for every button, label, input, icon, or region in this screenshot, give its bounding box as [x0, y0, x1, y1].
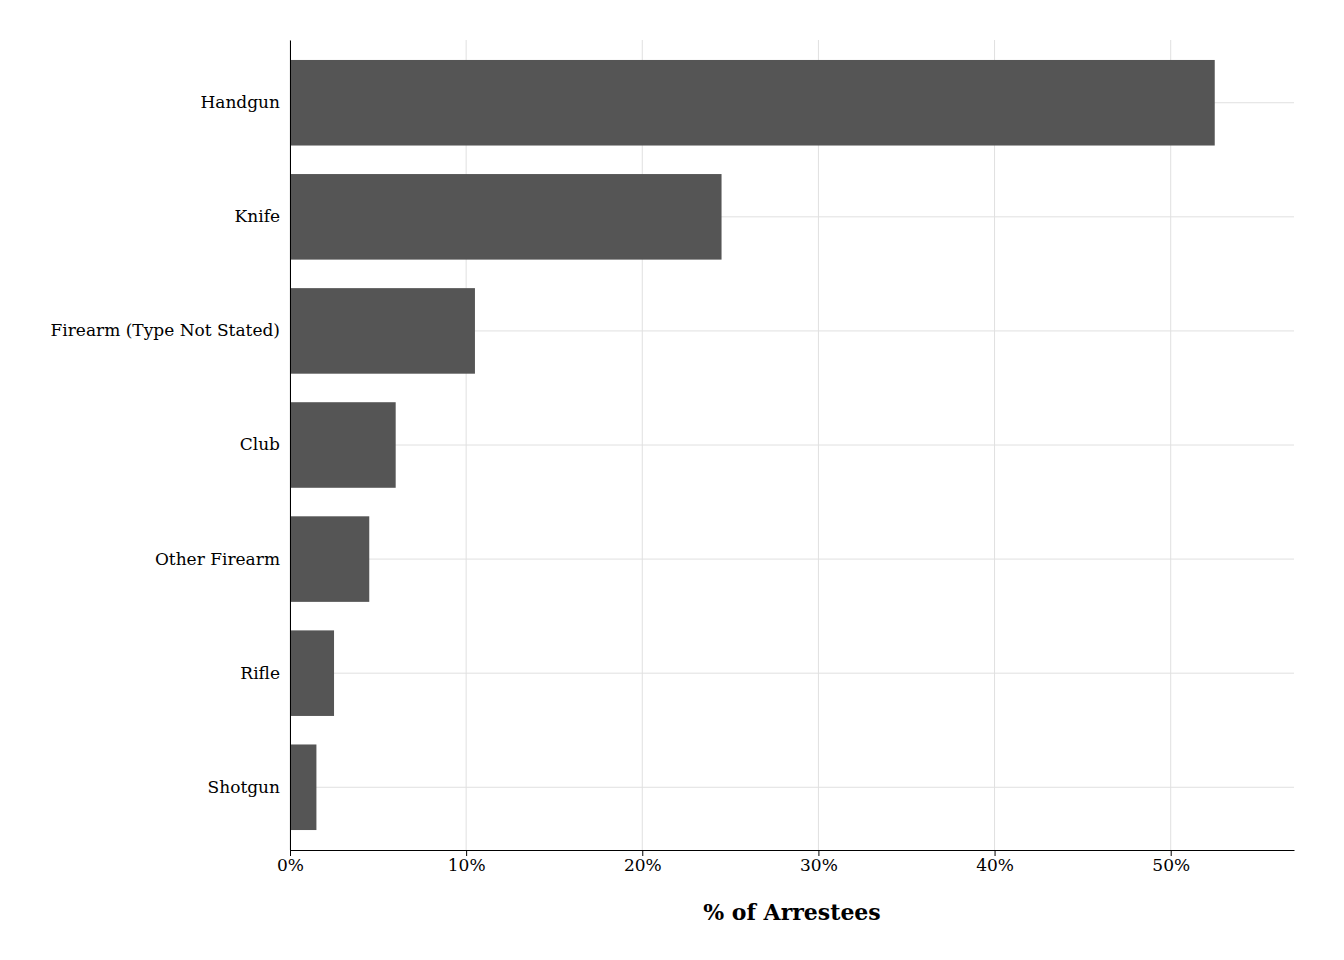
tick-label: Knife [235, 206, 280, 226]
tick: 40% [976, 850, 1014, 875]
chart: 0% 10% 20% 30% 40% 50% Handgun Knife Firearm (Ty… [0, 0, 1344, 960]
tick-label: Firearm (Type Not Stated) [51, 320, 281, 340]
tick: 20% [624, 850, 662, 875]
tick-label: Shotgun [208, 777, 280, 797]
bars [290, 60, 1215, 830]
x-axis-title: % of Arrestees [703, 899, 881, 925]
tick: Knife [235, 206, 290, 226]
tick-label: Club [240, 434, 280, 454]
bar [290, 174, 722, 260]
axis-line [290, 41, 291, 851]
bar [290, 288, 475, 374]
tick-label: Rifle [240, 663, 280, 683]
y-axis: Handgun Knife Firearm (Type Not Stated) Clu… [51, 41, 291, 851]
tick-label: 40% [976, 855, 1014, 875]
tick: Handgun [200, 92, 290, 112]
plot: 0% 10% 20% 30% 40% 50% Handgun Knife Firearm (Ty… [51, 40, 1295, 875]
x-axis: 0% 10% 20% 30% 40% 50% [277, 850, 1294, 875]
tick: Rifle [240, 663, 290, 683]
grid-line [290, 673, 1294, 674]
tick: 0% [277, 850, 304, 875]
tick: Club [240, 434, 290, 454]
tick: Shotgun [208, 777, 290, 797]
tick: 50% [1152, 850, 1190, 875]
grid [290, 40, 1294, 850]
tick-label: 50% [1152, 855, 1190, 875]
grid-line [290, 787, 1294, 788]
tick-label: Handgun [200, 92, 280, 112]
tick-label: 10% [448, 855, 486, 875]
tick: Firearm (Type Not Stated) [51, 320, 291, 340]
tick: 30% [800, 850, 838, 875]
tick-label: 20% [624, 855, 662, 875]
bar [290, 630, 334, 716]
grid-line [290, 445, 1294, 446]
tick-label: 30% [800, 855, 838, 875]
bar [290, 402, 396, 488]
grid-line [290, 40, 291, 850]
bar [290, 516, 369, 602]
grid-line [290, 559, 1294, 560]
axis-line [291, 850, 1295, 851]
tick-label: Other Firearm [155, 549, 280, 569]
tick: 10% [448, 850, 486, 875]
bar [290, 60, 1215, 146]
tick-label: 0% [277, 855, 304, 875]
bar [290, 744, 316, 830]
tick: Other Firearm [155, 549, 290, 569]
